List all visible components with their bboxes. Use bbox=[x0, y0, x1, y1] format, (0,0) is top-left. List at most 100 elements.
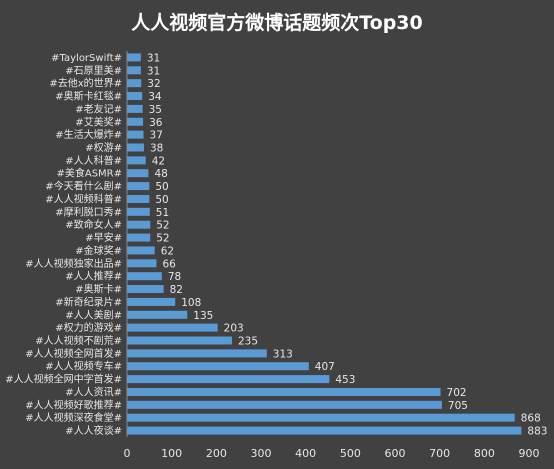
bar bbox=[127, 143, 144, 152]
bar bbox=[127, 349, 267, 358]
bars-layer bbox=[127, 53, 522, 435]
bar bbox=[127, 66, 141, 75]
bar bbox=[127, 92, 143, 101]
category-label: #人人视频科普# bbox=[45, 192, 122, 205]
category-label: #致命女人# bbox=[65, 218, 122, 231]
bar bbox=[127, 194, 150, 203]
bar bbox=[127, 233, 151, 242]
category-label: #生活大爆炸# bbox=[55, 128, 122, 141]
data-label: 203 bbox=[224, 323, 244, 335]
category-label: #人人视频专车# bbox=[45, 360, 122, 373]
data-label: 35 bbox=[149, 104, 162, 116]
category-label: #奥斯卡红毯# bbox=[55, 90, 122, 103]
x-tick-label: 100 bbox=[161, 447, 182, 460]
category-label: #早安# bbox=[85, 231, 122, 244]
labels-layer: #TaylorSwift# 31 #石原里美# 31 #去他x的世界# 32 #奥斯卡红毯#… bbox=[5, 52, 547, 437]
category-label: #人人视频独家出品# bbox=[25, 257, 122, 270]
data-label: 38 bbox=[150, 143, 163, 155]
category-label: #人人视频全网中字首发# bbox=[5, 373, 122, 386]
data-label: 78 bbox=[168, 271, 181, 283]
chart-title: 人人视频官方微博话题频次Top30 bbox=[131, 12, 423, 34]
bar bbox=[127, 156, 146, 165]
category-label: #权力的游戏# bbox=[55, 321, 122, 334]
data-label: 37 bbox=[150, 130, 163, 142]
category-label: #摩利脱口秀# bbox=[55, 205, 122, 218]
data-label: 407 bbox=[315, 361, 335, 373]
bar bbox=[127, 207, 150, 216]
category-label: #人人视频全网首发# bbox=[25, 347, 122, 360]
data-label: 66 bbox=[162, 258, 176, 270]
data-label: 705 bbox=[448, 400, 468, 412]
category-label: #金球奖# bbox=[75, 244, 122, 257]
bar bbox=[127, 310, 188, 319]
category-label: #美食ASMR# bbox=[56, 167, 122, 180]
bar bbox=[127, 336, 232, 345]
category-label: #人人视频好歌推荐# bbox=[25, 398, 122, 411]
bar bbox=[127, 182, 150, 191]
data-label: 36 bbox=[149, 117, 163, 129]
x-tick-label: 800 bbox=[474, 447, 495, 460]
bar bbox=[127, 400, 442, 409]
bar bbox=[127, 259, 157, 268]
data-label: 108 bbox=[181, 297, 201, 309]
bar bbox=[127, 297, 176, 306]
data-label: 50 bbox=[155, 194, 168, 206]
data-label: 135 bbox=[193, 310, 213, 322]
category-label: #石原里美# bbox=[65, 64, 122, 77]
bar bbox=[127, 272, 162, 281]
data-label: 51 bbox=[156, 207, 169, 219]
category-label: #人人推荐# bbox=[65, 270, 122, 283]
bar bbox=[127, 79, 142, 88]
category-label: #人人视频不剧荒# bbox=[35, 334, 122, 347]
data-label: 453 bbox=[335, 374, 355, 386]
category-label: #TaylorSwift# bbox=[51, 53, 122, 64]
data-label: 62 bbox=[161, 245, 174, 257]
category-label: #奥斯卡# bbox=[75, 283, 122, 296]
category-label: #人人视频深夜食堂# bbox=[25, 411, 122, 424]
category-label: #人人资讯# bbox=[65, 386, 122, 398]
data-label: 52 bbox=[156, 220, 169, 232]
data-label: 31 bbox=[147, 52, 160, 64]
bar bbox=[127, 387, 441, 396]
bar bbox=[127, 426, 522, 435]
bar bbox=[127, 375, 330, 384]
category-label: #人人美剧# bbox=[65, 308, 122, 321]
x-tick-label: 200 bbox=[206, 447, 227, 460]
data-label: 50 bbox=[155, 181, 168, 193]
bar bbox=[127, 104, 143, 113]
x-tick-label: 700 bbox=[429, 447, 450, 460]
category-label: #人人夜谈# bbox=[65, 424, 122, 437]
x-tick-label: 900 bbox=[519, 447, 540, 460]
data-label: 32 bbox=[147, 78, 160, 90]
bar bbox=[127, 130, 144, 139]
bar bbox=[127, 323, 218, 332]
x-tick-label: 300 bbox=[251, 447, 272, 460]
data-label: 48 bbox=[154, 168, 167, 180]
x-tick-label: 600 bbox=[385, 447, 406, 460]
data-label: 52 bbox=[156, 233, 169, 245]
bar bbox=[127, 285, 164, 294]
data-label: 702 bbox=[447, 387, 467, 399]
data-label: 82 bbox=[170, 284, 183, 296]
bar bbox=[127, 362, 309, 371]
x-axis: 0 100 200 300 400 500 600 700 800 900 bbox=[124, 51, 540, 460]
bar bbox=[127, 117, 144, 126]
category-label: #今天看什么剧# bbox=[45, 180, 122, 193]
data-label: 42 bbox=[152, 155, 165, 167]
data-label: 883 bbox=[527, 426, 547, 438]
x-tick-label: 0 bbox=[124, 447, 131, 460]
data-label: 868 bbox=[521, 413, 541, 425]
bar bbox=[127, 246, 155, 255]
category-label: #去他x的世界# bbox=[49, 77, 122, 90]
category-label: #艾美奖# bbox=[75, 115, 122, 128]
data-label: 34 bbox=[148, 91, 162, 103]
x-tick-label: 500 bbox=[340, 447, 361, 460]
bar bbox=[127, 220, 151, 229]
category-label: #人人科普# bbox=[65, 154, 122, 167]
data-label: 313 bbox=[273, 348, 293, 360]
bar bbox=[127, 169, 149, 178]
bar bbox=[127, 53, 141, 62]
category-label: #权游# bbox=[85, 141, 122, 154]
